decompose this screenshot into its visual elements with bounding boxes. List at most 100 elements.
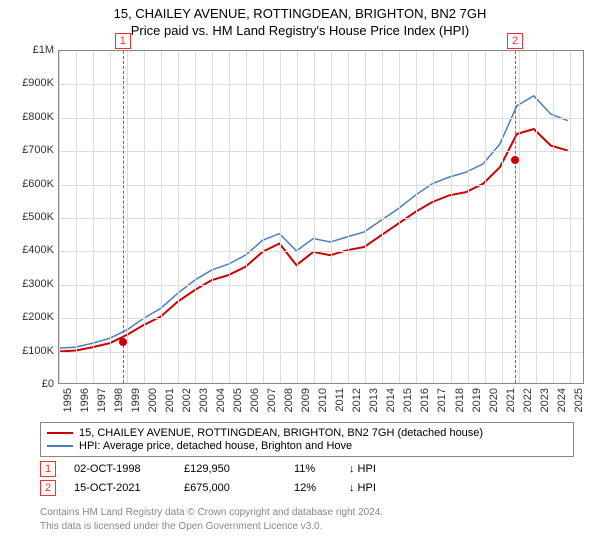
y-tick-label: £200K <box>10 311 54 323</box>
grid-line-h <box>59 118 583 119</box>
grid-line-v <box>536 51 537 383</box>
y-tick-label: £500K <box>10 211 54 223</box>
grid-line-v <box>110 51 111 383</box>
x-tick-label: 2005 <box>232 388 244 412</box>
y-tick-label: £800K <box>10 111 54 123</box>
y-tick-label: £600K <box>10 178 54 190</box>
marker-dot-1 <box>119 338 127 346</box>
grid-line-v <box>331 51 332 383</box>
transaction-row: 215-OCT-2021£675,00012%↓ HPI <box>40 480 574 496</box>
y-tick-label: £400K <box>10 244 54 256</box>
x-tick-label: 2025 <box>573 388 585 412</box>
legend-label: HPI: Average price, detached house, Brig… <box>79 440 352 452</box>
x-tick-label: 1998 <box>113 388 125 412</box>
grid-line-v <box>246 51 247 383</box>
marker-box-1: 1 <box>115 33 131 49</box>
x-tick-label: 2022 <box>522 388 534 412</box>
transaction-price: £675,000 <box>184 482 294 494</box>
y-tick-label: £0 <box>10 378 54 390</box>
grid-line-v <box>59 51 60 383</box>
transaction-pct: 12% <box>294 482 349 494</box>
grid-line-v <box>553 51 554 383</box>
legend-swatch <box>47 432 73 434</box>
grid-line-h <box>59 352 583 353</box>
grid-line-v <box>127 51 128 383</box>
x-tick-label: 2002 <box>181 388 193 412</box>
transaction-price: £129,950 <box>184 463 294 475</box>
x-tick-label: 2019 <box>471 388 483 412</box>
title-main: 15, CHAILEY AVENUE, ROTTINGDEAN, BRIGHTO… <box>0 6 600 21</box>
grid-line-v <box>93 51 94 383</box>
transaction-pct: 11% <box>294 463 349 475</box>
x-tick-label: 2015 <box>402 388 414 412</box>
grid-line-h <box>59 218 583 219</box>
grid-line-v <box>382 51 383 383</box>
x-tick-label: 2008 <box>283 388 295 412</box>
y-tick-label: £700K <box>10 144 54 156</box>
grid-line-h <box>59 251 583 252</box>
legend-row: 15, CHAILEY AVENUE, ROTTINGDEAN, BRIGHTO… <box>47 427 567 439</box>
y-tick-label: £300K <box>10 278 54 290</box>
grid-line-v <box>314 51 315 383</box>
grid-line-v <box>263 51 264 383</box>
grid-line-v <box>485 51 486 383</box>
plot-area: 12 <box>58 50 584 384</box>
y-tick-label: £100K <box>10 345 54 357</box>
x-tick-label: 2006 <box>249 388 261 412</box>
grid-line-v <box>451 51 452 383</box>
x-tick-label: 1999 <box>130 388 142 412</box>
marker-line-1 <box>123 51 124 383</box>
transaction-date: 02-OCT-1998 <box>74 463 184 475</box>
x-tick-label: 2021 <box>505 388 517 412</box>
grid-line-h <box>59 84 583 85</box>
transaction-arrow: ↓ HPI <box>349 463 376 475</box>
grid-line-v <box>570 51 571 383</box>
x-tick-label: 2000 <box>147 388 159 412</box>
transaction-marker: 2 <box>40 480 56 496</box>
x-tick-label: 2004 <box>215 388 227 412</box>
grid-line-v <box>468 51 469 383</box>
grid-line-v <box>212 51 213 383</box>
x-tick-label: 2014 <box>385 388 397 412</box>
footer-line-2: This data is licensed under the Open Gov… <box>40 520 574 534</box>
grid-line-v <box>433 51 434 383</box>
x-tick-label: 2020 <box>488 388 500 412</box>
x-tick-label: 2018 <box>454 388 466 412</box>
grid-line-v <box>399 51 400 383</box>
x-tick-label: 2001 <box>164 388 176 412</box>
x-tick-label: 2011 <box>334 388 346 412</box>
transaction-date: 15-OCT-2021 <box>74 482 184 494</box>
x-tick-label: 2017 <box>436 388 448 412</box>
x-tick-label: 2016 <box>419 388 431 412</box>
legend-row: HPI: Average price, detached house, Brig… <box>47 440 567 452</box>
grid-line-h <box>59 285 583 286</box>
marker-line-2 <box>515 51 516 383</box>
grid-line-v <box>519 51 520 383</box>
x-tick-label: 2003 <box>198 388 210 412</box>
chart: £0 £100K £200K £300K £400K £500K £600K £700K £80… <box>10 46 590 416</box>
legend-label: 15, CHAILEY AVENUE, ROTTINGDEAN, BRIGHTO… <box>79 427 483 439</box>
grid-line-v <box>348 51 349 383</box>
marker-box-2: 2 <box>507 33 523 49</box>
transaction-row: 1 02-OCT-1998£129,95011%↓ HPI <box>40 461 574 477</box>
x-tick-label: 1996 <box>79 388 91 412</box>
marker-dot-2 <box>511 156 519 164</box>
x-tick-label: 1997 <box>96 388 108 412</box>
chart-lines <box>59 51 583 383</box>
legend-swatch <box>47 445 73 447</box>
grid-line-v <box>280 51 281 383</box>
grid-line-v <box>365 51 366 383</box>
x-tick-label: 2007 <box>266 388 278 412</box>
grid-line-h <box>59 318 583 319</box>
x-tick-label: 2013 <box>368 388 380 412</box>
x-tick-label: 2024 <box>556 388 568 412</box>
x-tick-label: 2010 <box>317 388 329 412</box>
grid-line-v <box>297 51 298 383</box>
grid-line-h <box>59 151 583 152</box>
transaction-table: 1 02-OCT-1998£129,95011%↓ HPI 2 15-OCT-2021… <box>40 461 574 496</box>
grid-line-v <box>161 51 162 383</box>
x-tick-label: 2009 <box>300 388 312 412</box>
grid-line-v <box>195 51 196 383</box>
footer: Contains HM Land Registry data © Crown c… <box>40 506 574 533</box>
transaction-marker: 1 <box>40 461 56 477</box>
